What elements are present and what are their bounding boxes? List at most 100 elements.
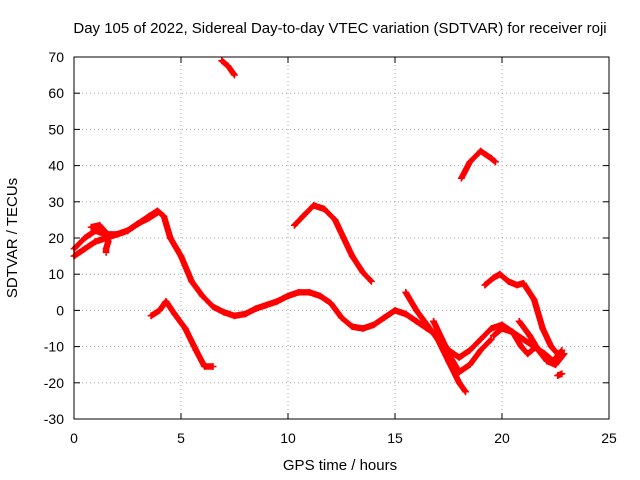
series-track [458, 147, 499, 182]
data-point-marker [515, 317, 523, 325]
data-point-marker [455, 354, 463, 361]
data-point-marker [466, 361, 474, 369]
data-point-marker [457, 174, 465, 182]
data-point-marker [96, 221, 104, 229]
data-point-marker [455, 368, 463, 376]
data-point-marker [368, 278, 375, 285]
data-point-marker [320, 205, 328, 213]
data-point-marker [104, 238, 112, 246]
chart-title: Day 105 of 2022, Sidereal Day-to-day VTE… [73, 20, 606, 37]
data-point-marker [477, 346, 484, 354]
data-point-marker [162, 297, 170, 305]
axes: 0 5 10 15 20 25 -30 -20 -10 0 10 20 30 40 50 60 70 [44, 49, 617, 446]
data-point-marker [496, 270, 504, 278]
series-track [554, 370, 565, 379]
data-point-marker [517, 343, 525, 350]
data-point-marker [81, 245, 89, 253]
series-track-9 [457, 147, 499, 182]
data-point-marker [547, 343, 555, 350]
data-point-marker [526, 332, 534, 340]
series-track-11 [490, 325, 540, 358]
data-point-marker [487, 154, 495, 162]
data-point-marker [413, 317, 420, 325]
data-point-marker [209, 363, 217, 370]
x-tick-label: 10 [280, 430, 296, 446]
data-point-marker [466, 346, 474, 354]
series-track [147, 298, 216, 370]
data-point-marker [455, 379, 463, 387]
data-point-marker [359, 268, 367, 276]
data-point-marker [284, 292, 292, 300]
data-point-marker [102, 229, 110, 236]
data-point-marker [188, 278, 196, 285]
series-track-3 [87, 221, 112, 256]
y-tick-label: 60 [48, 85, 64, 101]
data-point-marker [380, 314, 388, 322]
data-point-marker [181, 325, 189, 332]
data-point-marker [370, 321, 377, 329]
data-point-marker [327, 299, 335, 307]
x-axis-label: GPS time / hours [283, 457, 397, 474]
data-point-marker [224, 62, 232, 70]
y-tick-label: 20 [48, 230, 64, 246]
y-tick-label: -30 [44, 411, 64, 427]
data-point-marker [154, 209, 161, 217]
data-point-marker [160, 212, 168, 220]
data-point-marker [263, 301, 270, 309]
data-point-marker [87, 223, 95, 231]
data-point-marker [524, 350, 532, 358]
data-point-marker [462, 388, 470, 396]
data-point-marker [145, 214, 153, 222]
y-tick-label: 50 [48, 121, 64, 137]
data-point-marker [509, 328, 517, 336]
data-point-marker [487, 335, 495, 343]
data-point-marker [134, 220, 142, 227]
data-point-marker [447, 354, 455, 361]
data-point-marker [466, 158, 474, 166]
data-point-marker [477, 335, 484, 343]
data-point-marker [477, 147, 484, 155]
data-point-marker [558, 370, 566, 378]
data-point-marker [490, 274, 497, 282]
data-point-marker [438, 335, 446, 343]
data-point-marker [554, 350, 562, 358]
data-point-marker [498, 325, 506, 332]
data-point-marker [391, 307, 399, 314]
y-tick-label: 10 [48, 266, 64, 282]
x-tick-label: 0 [70, 430, 78, 446]
data-point-marker [423, 321, 431, 329]
y-axis-label: SDTVAR / TECUs [4, 178, 21, 298]
data-point-marker [552, 361, 559, 369]
data-point-marker [252, 305, 260, 312]
y-tick-label: 70 [48, 49, 64, 65]
data-point-marker [530, 296, 538, 303]
data-point-marker [505, 278, 512, 285]
data-point-marker [513, 281, 521, 289]
data-point-marker [487, 325, 495, 332]
series-track-6 [291, 202, 375, 285]
data-point-marker [273, 297, 281, 305]
data-point-marker [291, 221, 298, 229]
series-track-12 [515, 317, 568, 369]
data-point-marker [192, 346, 200, 354]
data-point-marker [166, 234, 174, 242]
data-point-marker [92, 238, 99, 246]
data-point-marker [156, 307, 163, 314]
grid [74, 57, 609, 419]
data-point-marker [402, 288, 410, 296]
data-point-marker [402, 310, 410, 318]
data-point-marker [348, 323, 356, 331]
series-track-4 [147, 297, 217, 370]
data-point-marker [209, 303, 217, 311]
data-point-marker [171, 310, 178, 318]
data-point-marker [310, 202, 318, 209]
data-point-marker [520, 279, 527, 287]
y-tick-label: 0 [56, 302, 64, 318]
x-tick-label: 5 [177, 430, 185, 446]
data-point-marker [231, 71, 238, 79]
data-point-marker [359, 325, 367, 332]
x-tick-label: 25 [601, 430, 617, 446]
data-point-marker [520, 335, 527, 343]
data-point-marker [199, 292, 206, 300]
